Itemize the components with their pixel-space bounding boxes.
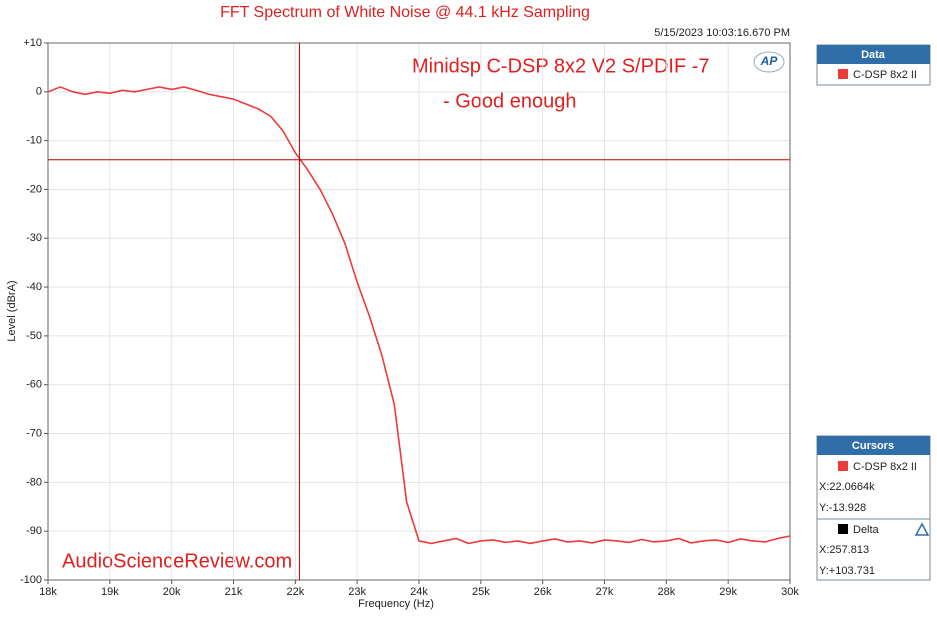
x-tick-label: 24k (410, 586, 428, 598)
chart-title: FFT Spectrum of White Noise @ 44.1 kHz S… (220, 4, 590, 21)
x-tick-label: 29k (719, 586, 737, 598)
watermark: AudioScienceReview.com (62, 550, 292, 572)
y-tick-label: -30 (26, 232, 42, 244)
panel-header (817, 436, 930, 455)
cursor-y: Y:-13.928 (819, 502, 866, 514)
y-tick-label: -70 (26, 427, 42, 439)
data-line (47, 86, 791, 545)
y-axis-label: Level (dBrA) (6, 280, 18, 341)
panel-header (817, 45, 930, 64)
annotation: - Good enough (443, 90, 576, 112)
x-tick-label: 19k (101, 586, 119, 598)
y-tick-label: -100 (20, 574, 42, 586)
timestamp: 5/15/2023 10:03:16.670 PM (654, 27, 790, 39)
x-tick-label: 22k (286, 586, 304, 598)
x-tick-label: 20k (163, 586, 181, 598)
panel-title: Data (861, 49, 886, 61)
delta-icon[interactable] (914, 522, 930, 536)
cursor-series: C-DSP 8x2 II (853, 461, 917, 473)
x-axis-label: Frequency (Hz) (358, 598, 434, 610)
y-tick-label: -20 (26, 183, 42, 195)
y-tick-label: +10 (23, 37, 42, 49)
annotation: Minidsp C-DSP 8x2 V2 S/PDIF -7 (412, 55, 710, 77)
cursors-panel (816, 435, 931, 581)
delta-x: X:257.813 (819, 544, 869, 556)
cursor-x: X:22.0664k (819, 481, 875, 493)
x-tick-label: 25k (472, 586, 490, 598)
y-tick-label: -50 (26, 330, 42, 342)
x-tick-label: 27k (596, 586, 614, 598)
delta-name: Delta (853, 524, 880, 536)
legend-swatch (838, 461, 848, 471)
legend-swatch (838, 69, 848, 79)
x-tick-label: 26k (534, 586, 552, 598)
y-tick-label: -80 (26, 476, 42, 488)
x-tick-label: 21k (225, 586, 243, 598)
delta-y: Y:+103.731 (819, 565, 875, 577)
y-tick-label: -40 (26, 281, 42, 293)
y-tick-label: -90 (26, 525, 42, 537)
logo: AP (760, 54, 779, 68)
logo-badge (753, 51, 785, 73)
plot-frame (47, 42, 791, 581)
x-tick-label: 30k (781, 586, 799, 598)
x-tick-label: 18k (39, 586, 57, 598)
legend-label: C-DSP 8x2 II (853, 69, 917, 81)
delta-swatch (838, 524, 848, 534)
y-tick-label: -60 (26, 379, 42, 391)
x-tick-label: 28k (657, 586, 675, 598)
y-tick-label: 0 (36, 86, 42, 98)
panel-title: Cursors (852, 440, 894, 452)
y-tick-label: -10 (26, 135, 42, 147)
x-tick-label: 23k (348, 586, 366, 598)
